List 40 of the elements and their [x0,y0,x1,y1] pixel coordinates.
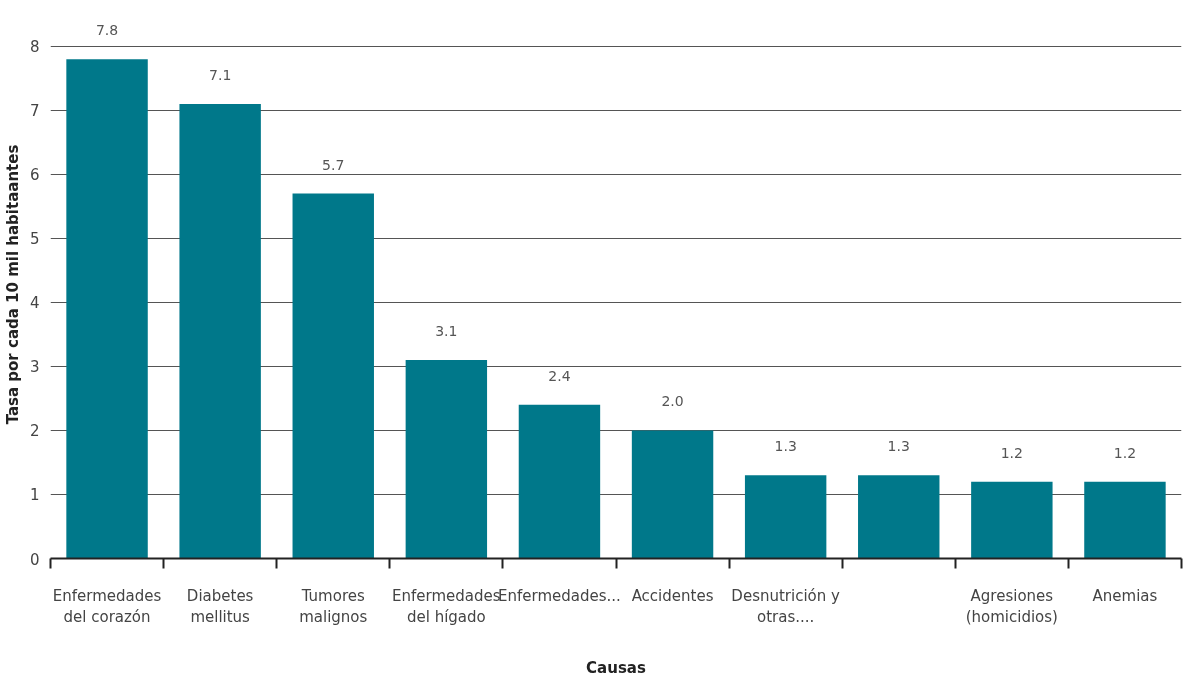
bar [405,360,488,559]
data-label: 7.1 [209,66,232,83]
data-label: 5.7 [322,156,345,173]
x-tick-label: Diabetes mellitus [186,586,254,627]
x-tick-label: Enfermedades del corazón [52,586,162,627]
x-tick-label: Tumores malignos [299,586,368,627]
x-tick-label: Enfermedades... [498,586,621,605]
x-tick-label: Enfermedades del hígado [392,586,501,627]
bar [518,404,601,559]
y-tick-label: 8 [29,38,40,57]
data-label: 2.4 [548,367,571,384]
x-tick-label: Desnutrición y otras.... [731,586,841,627]
bar [292,193,374,559]
y-axis-title: Tasa por cada 10 mil habitaantes [3,144,22,425]
bar [744,475,827,559]
bar [971,481,1053,559]
x-axis-title: Causas [586,659,646,678]
bar [1084,481,1166,559]
x-tick-label: Anemias [1092,586,1158,605]
bar [179,103,261,559]
bar [858,475,940,559]
data-label: 1.2 [1113,444,1137,461]
data-label: 1.3 [887,438,910,455]
data-label: 3.1 [435,323,458,340]
y-tick-label: 7 [29,102,40,121]
y-tick-label: 1 [29,486,40,505]
bar [66,59,148,559]
data-label: 1.2 [1000,444,1023,461]
bar [631,430,714,559]
y-tick-label: 2 [29,422,40,441]
x-tick-label: Agresiones (homicidios) [965,586,1058,627]
y-tick-label: 5 [29,230,40,249]
y-tick-label: 0 [29,550,40,569]
y-tick-label: 3 [29,358,40,377]
x-tick-label: Accidentes [631,586,714,605]
data-label: 2.0 [661,393,684,410]
y-tick-label: 6 [29,166,40,185]
data-label: 7.8 [95,22,119,39]
y-tick-label: 4 [29,294,40,313]
data-label: 1.3 [774,438,797,455]
